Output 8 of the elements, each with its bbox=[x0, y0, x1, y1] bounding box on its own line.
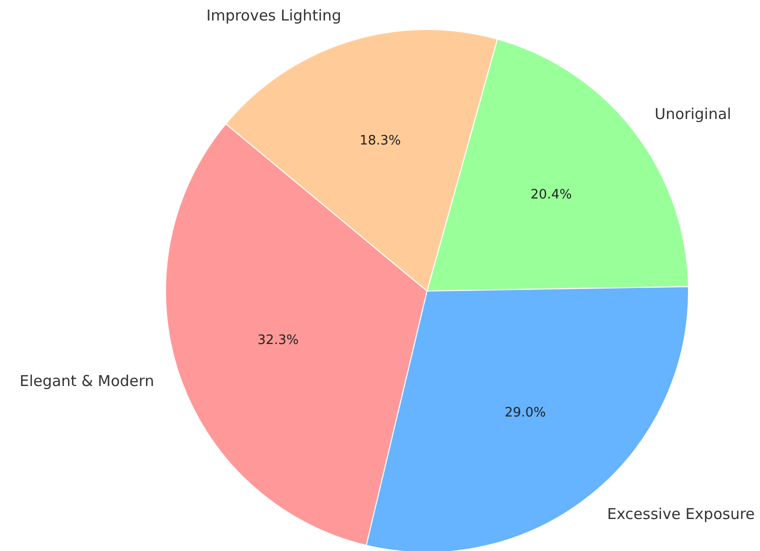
data-label: 29.0% bbox=[504, 406, 546, 421]
slice-label: Unoriginal bbox=[654, 105, 732, 124]
data-label: 32.3% bbox=[257, 332, 299, 348]
data-label: 20.4% bbox=[530, 187, 572, 202]
slice-label: Elegant & Modern bbox=[20, 372, 154, 390]
slice-label: Excessive Exposure bbox=[607, 505, 755, 524]
slice-label: Improves Lighting bbox=[206, 6, 342, 24]
data-label: 18.3% bbox=[360, 134, 401, 149]
